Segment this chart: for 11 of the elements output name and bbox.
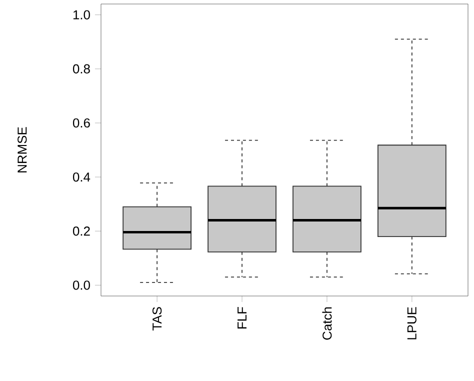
- y-axis-title: NRMSE: [18, 127, 27, 172]
- x-tick-label: Catch: [322, 307, 332, 340]
- x-tick-label: TAS: [152, 307, 162, 330]
- y-tick-label: 0.8: [72, 64, 90, 74]
- y-tick-label: 0.2: [72, 226, 90, 236]
- x-tick-label: LPUE: [407, 307, 416, 340]
- y-tick-label: 0.4: [72, 172, 90, 182]
- y-tick-label: 0.0: [72, 280, 90, 290]
- x-tick-label: FLF: [238, 307, 246, 328]
- y-tick-label: 1.0: [73, 10, 90, 20]
- y-tick-label: 0.6: [72, 118, 90, 128]
